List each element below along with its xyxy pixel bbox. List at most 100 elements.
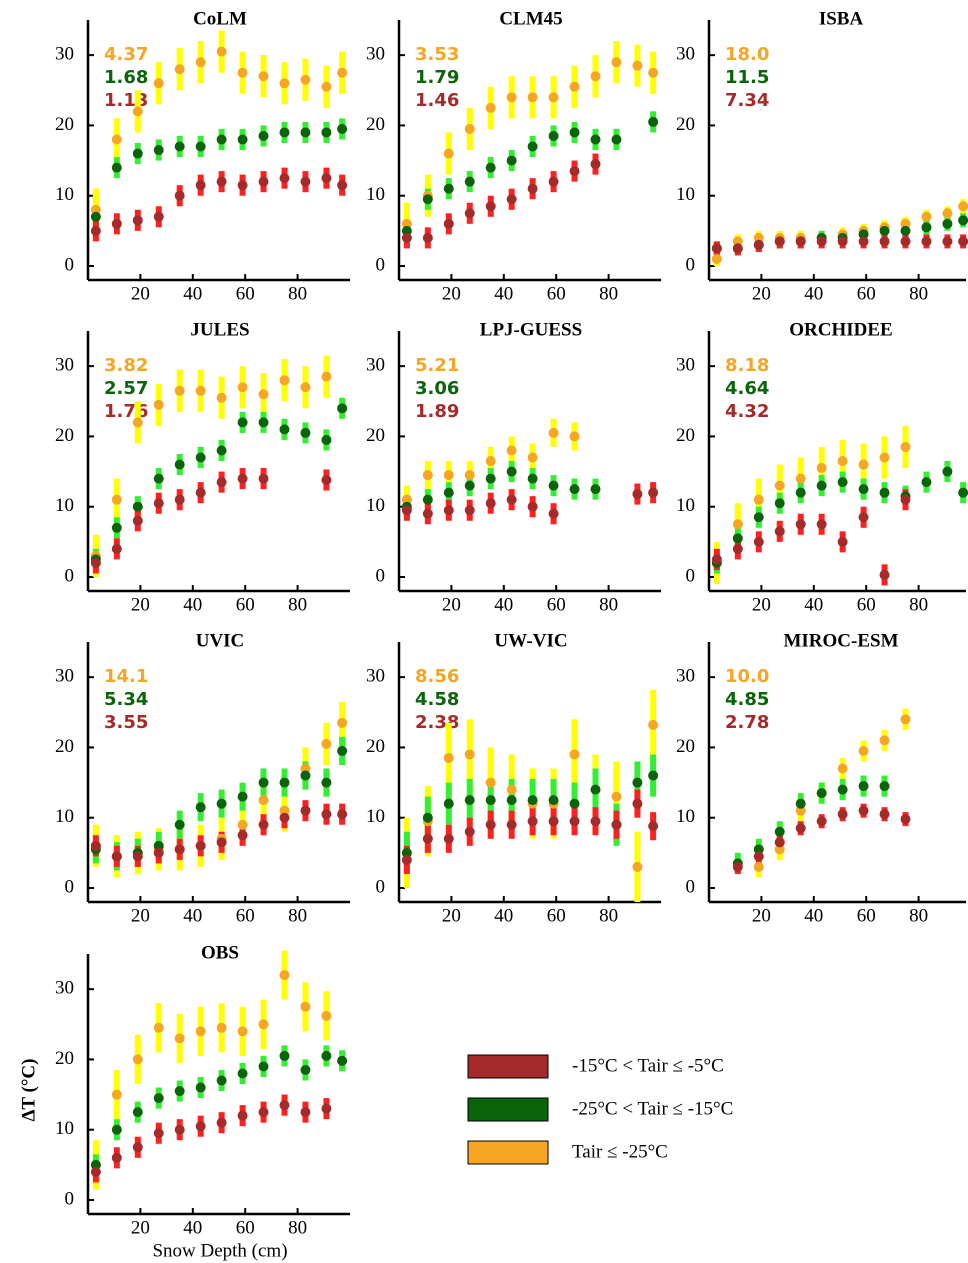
point bbox=[279, 805, 290, 816]
point bbox=[216, 176, 227, 187]
point bbox=[548, 427, 559, 438]
point bbox=[590, 71, 601, 82]
point bbox=[611, 819, 622, 830]
point bbox=[900, 441, 911, 452]
point bbox=[900, 814, 911, 825]
y-tick-label: 10 bbox=[55, 1118, 74, 1139]
point bbox=[611, 57, 622, 68]
point bbox=[569, 749, 580, 760]
panel-title: JULES bbox=[190, 319, 249, 340]
x-tick-label: 80 bbox=[909, 905, 928, 926]
x-tick-label: 20 bbox=[752, 905, 771, 926]
annotation: 4.64 bbox=[725, 378, 769, 399]
point bbox=[506, 466, 517, 477]
point bbox=[732, 236, 743, 247]
point bbox=[485, 795, 496, 806]
point bbox=[443, 470, 454, 481]
point bbox=[816, 463, 827, 474]
point bbox=[732, 533, 743, 544]
annotation: 2.78 bbox=[725, 712, 769, 733]
point bbox=[879, 452, 890, 463]
panel-title: UW-VIC bbox=[494, 630, 567, 651]
annotation: 1.68 bbox=[104, 67, 148, 88]
legend-swatch bbox=[467, 1054, 549, 1079]
point bbox=[132, 1142, 143, 1153]
point bbox=[300, 770, 311, 781]
point bbox=[237, 819, 248, 830]
point bbox=[279, 777, 290, 788]
point bbox=[422, 470, 433, 481]
point bbox=[774, 826, 785, 837]
point bbox=[632, 798, 643, 809]
point bbox=[837, 784, 848, 795]
point bbox=[590, 484, 601, 495]
point bbox=[443, 505, 454, 516]
point bbox=[795, 823, 806, 834]
point bbox=[506, 795, 517, 806]
y-tick-label: 0 bbox=[65, 1188, 75, 1209]
y-tick-label: 10 bbox=[55, 495, 74, 516]
point bbox=[132, 106, 143, 117]
point bbox=[774, 498, 785, 509]
point bbox=[195, 180, 206, 191]
y-tick-label: 30 bbox=[366, 666, 385, 687]
point bbox=[837, 236, 848, 247]
y-tick-label: 20 bbox=[55, 1048, 74, 1069]
point bbox=[879, 487, 890, 498]
panel-title: LPJ-GUESS bbox=[480, 319, 582, 340]
point bbox=[237, 180, 248, 191]
x-tick-label: 40 bbox=[494, 594, 513, 615]
x-tick-label: 40 bbox=[804, 594, 823, 615]
point bbox=[279, 375, 290, 386]
annotation: 4.37 bbox=[104, 44, 148, 65]
point bbox=[401, 225, 412, 236]
point bbox=[732, 861, 743, 872]
point bbox=[195, 840, 206, 851]
point bbox=[443, 833, 454, 844]
point bbox=[958, 487, 968, 498]
panel-title: OBS bbox=[201, 942, 239, 963]
point bbox=[195, 57, 206, 68]
point bbox=[527, 183, 538, 194]
annotation: 3.55 bbox=[104, 712, 148, 733]
x-tick-label: 80 bbox=[599, 283, 618, 304]
y-tick-label: 0 bbox=[65, 876, 75, 897]
point bbox=[401, 847, 412, 858]
y-tick-label: 30 bbox=[366, 355, 385, 376]
point bbox=[258, 777, 269, 788]
point bbox=[443, 148, 454, 159]
panel-title: MIROC-ESM bbox=[783, 630, 898, 651]
point bbox=[774, 236, 785, 247]
point bbox=[111, 494, 122, 505]
point bbox=[632, 60, 643, 71]
y-tick-label: 20 bbox=[366, 114, 385, 135]
point bbox=[111, 1124, 122, 1135]
annotation: 1.13 bbox=[104, 90, 148, 111]
point bbox=[590, 816, 601, 827]
point bbox=[443, 183, 454, 194]
point bbox=[90, 557, 101, 568]
y-tick-label: 10 bbox=[676, 495, 695, 516]
point bbox=[195, 1121, 206, 1132]
point bbox=[216, 134, 227, 145]
x-tick-label: 60 bbox=[236, 283, 255, 304]
point bbox=[590, 134, 601, 145]
point bbox=[816, 236, 827, 247]
annotation: 5.21 bbox=[415, 355, 459, 376]
point bbox=[485, 473, 496, 484]
y-tick-label: 20 bbox=[366, 425, 385, 446]
point bbox=[942, 208, 953, 219]
point bbox=[195, 452, 206, 463]
point bbox=[632, 861, 643, 872]
point bbox=[174, 1086, 185, 1097]
point bbox=[195, 1082, 206, 1093]
point bbox=[732, 519, 743, 530]
x-tick-label: 40 bbox=[183, 1217, 202, 1238]
legend-swatch bbox=[467, 1140, 549, 1165]
x-tick-label: 80 bbox=[288, 594, 307, 615]
annotation: 1.46 bbox=[415, 90, 459, 111]
point bbox=[464, 795, 475, 806]
x-tick-label: 20 bbox=[442, 594, 461, 615]
panel-title: CLM45 bbox=[499, 8, 562, 29]
point bbox=[321, 475, 332, 486]
